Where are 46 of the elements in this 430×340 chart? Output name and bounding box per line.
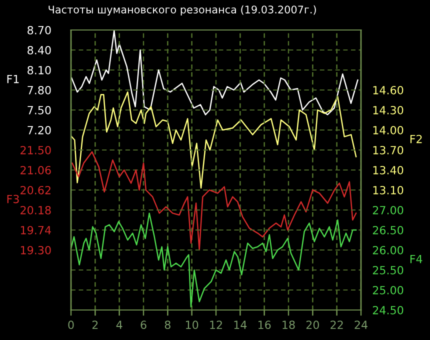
y-tick-label: 21.06 xyxy=(20,166,51,174)
line-series xyxy=(71,30,358,116)
y2-tick-label: 25.50 xyxy=(372,266,404,274)
x-tick-label: 0 xyxy=(68,320,74,330)
y-axis-title: F1 xyxy=(7,74,19,84)
y2-tick-label: 24.50 xyxy=(372,306,404,314)
y2-axis-title: F2 xyxy=(410,134,422,144)
y2-tick-label: 25.00 xyxy=(372,286,404,294)
y-tick-label: 8.10 xyxy=(28,66,51,74)
x-tick-label: 24 xyxy=(354,320,368,329)
y2-tick-label: 26.50 xyxy=(372,226,404,234)
y-tick-label: 8.70 xyxy=(28,26,51,34)
y-tick-label: 7.80 xyxy=(28,86,51,94)
y-tick-label: 7.50 xyxy=(28,106,51,114)
y-tick-label: 19.74 xyxy=(20,226,51,234)
x-tick-label: 14 xyxy=(234,320,247,329)
y2-tick-label: 13.10 xyxy=(373,186,404,194)
x-tick-label: 2 xyxy=(92,320,98,329)
x-tick-label: 22 xyxy=(330,320,343,329)
x-tick-label: 8 xyxy=(164,320,170,330)
x-tick-label: 4 xyxy=(116,320,122,329)
y2-tick-label: 14.00 xyxy=(373,126,404,134)
y2-tick-label: 13.70 xyxy=(373,146,404,154)
line-series xyxy=(72,151,357,251)
y-tick-label: 21.50 xyxy=(20,146,51,154)
y2-axis-title: F4 xyxy=(410,254,422,264)
y-tick-label: 20.18 xyxy=(20,206,51,214)
line-series xyxy=(71,91,357,189)
line-series xyxy=(71,212,357,308)
x-tick-label: 6 xyxy=(140,320,146,330)
y-axis-title: F3 xyxy=(7,194,19,204)
x-tick-label: 18 xyxy=(282,320,295,330)
x-tick-label: 12 xyxy=(210,320,222,329)
x-tick-label: 16 xyxy=(258,320,271,330)
x-tick-label: 20 xyxy=(306,320,319,330)
y-tick-label: 20.62 xyxy=(20,186,50,194)
y-tick-label: 7.20 xyxy=(28,126,51,134)
y2-tick-label: 14.60 xyxy=(373,86,404,94)
y2-tick-label: 13.40 xyxy=(373,166,404,174)
y2-tick-label: 26.00 xyxy=(372,246,404,254)
y-tick-label: 19.30 xyxy=(20,246,51,254)
chart-title: Частоты шумановского резонанса (19.03.2007г.) xyxy=(48,5,316,16)
x-tick-label: 10 xyxy=(186,320,198,330)
y2-tick-label: 27.00 xyxy=(372,206,404,214)
y2-tick-label: 14.30 xyxy=(373,106,404,114)
y-tick-label: 8.40 xyxy=(28,46,51,54)
